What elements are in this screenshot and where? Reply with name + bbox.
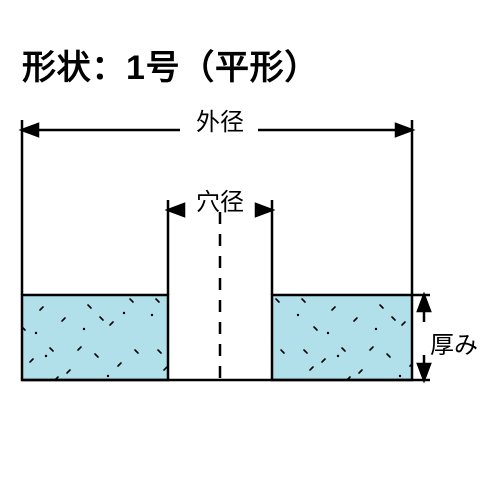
cross-section-diagram [0,0,500,500]
outer-diameter-dimension [22,120,412,295]
section-right [272,295,412,380]
thickness-dimension [418,295,430,380]
section-left [22,295,168,380]
